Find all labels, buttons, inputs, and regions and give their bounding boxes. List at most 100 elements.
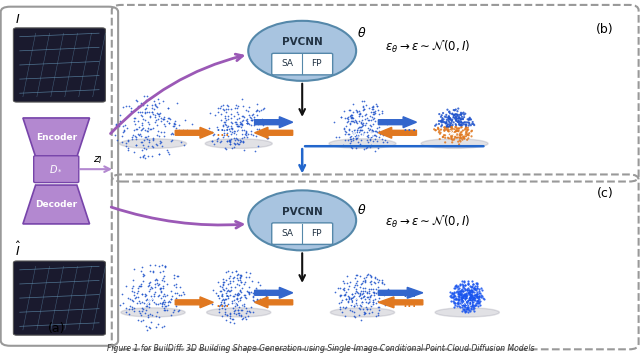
Point <box>442 117 452 122</box>
Point <box>261 132 271 137</box>
Point <box>372 138 383 143</box>
Point <box>365 135 376 140</box>
Point <box>152 301 163 307</box>
Point <box>461 294 471 299</box>
Point <box>150 278 160 283</box>
Point <box>360 122 370 127</box>
Point <box>251 134 261 139</box>
Point <box>232 105 242 110</box>
Point <box>353 125 363 131</box>
Point <box>232 290 243 296</box>
Point <box>225 293 235 298</box>
Point <box>141 297 152 303</box>
Point <box>458 127 468 133</box>
Point <box>214 295 224 301</box>
Point <box>230 292 240 297</box>
Point <box>338 142 348 148</box>
Point <box>369 274 380 280</box>
Point <box>457 304 467 310</box>
Point <box>467 278 477 284</box>
Point <box>461 308 472 314</box>
Point <box>453 106 463 111</box>
Point <box>140 117 150 123</box>
Point <box>140 106 150 111</box>
Circle shape <box>248 190 356 250</box>
Point <box>219 279 229 285</box>
Point <box>467 121 477 127</box>
Point <box>371 287 381 292</box>
Point <box>257 130 268 136</box>
Point <box>337 309 347 315</box>
Point <box>463 291 474 297</box>
Point <box>454 288 464 294</box>
Point <box>469 285 479 291</box>
Point <box>260 293 271 299</box>
Point <box>141 293 151 298</box>
Point <box>372 290 383 295</box>
Point <box>118 104 129 109</box>
Point <box>374 307 385 313</box>
FancyArrow shape <box>378 287 423 298</box>
Point <box>136 318 146 324</box>
Point <box>467 128 477 134</box>
Point <box>344 107 354 113</box>
Point <box>162 307 172 313</box>
Point <box>225 288 235 294</box>
Point <box>448 299 458 304</box>
Point <box>370 110 380 116</box>
Point <box>176 140 186 145</box>
Point <box>241 117 251 123</box>
Point <box>233 308 243 313</box>
Point <box>374 277 385 283</box>
Ellipse shape <box>435 308 499 317</box>
Text: Figure 1 for BuilDiff: 3D Building Shape Generation using Single-Image Condition: Figure 1 for BuilDiff: 3D Building Shape… <box>108 344 535 353</box>
Point <box>215 105 225 111</box>
Point <box>362 272 372 278</box>
Point <box>242 118 252 124</box>
Point <box>351 145 362 151</box>
Point <box>448 294 458 300</box>
Point <box>452 283 463 289</box>
Point <box>234 115 244 120</box>
Point <box>136 134 146 139</box>
FancyArrowPatch shape <box>111 54 243 134</box>
Point <box>347 291 357 297</box>
Point <box>235 273 245 278</box>
Point <box>225 139 235 145</box>
Point <box>468 307 478 312</box>
Point <box>156 118 166 124</box>
Point <box>365 274 376 279</box>
Point <box>240 292 250 298</box>
Point <box>453 119 463 124</box>
Text: $\hat{I}$: $\hat{I}$ <box>15 241 21 259</box>
Point <box>339 125 349 131</box>
Point <box>169 282 179 288</box>
Point <box>358 103 368 109</box>
Point <box>369 136 380 142</box>
Point <box>376 281 387 286</box>
Point <box>179 291 189 297</box>
Point <box>214 303 225 309</box>
Point <box>149 291 159 297</box>
Point <box>153 116 163 122</box>
Point <box>147 109 157 115</box>
Point <box>460 295 470 301</box>
Point <box>166 138 176 144</box>
Point <box>229 297 239 303</box>
Point <box>156 262 166 268</box>
Point <box>445 115 455 121</box>
Point <box>438 119 448 125</box>
Point <box>259 299 269 305</box>
Point <box>119 128 129 134</box>
Point <box>357 292 367 297</box>
Point <box>379 281 389 286</box>
Point <box>368 287 378 292</box>
Point <box>476 292 486 298</box>
Point <box>452 296 463 302</box>
Point <box>449 304 460 310</box>
Point <box>223 275 234 281</box>
Point <box>143 127 154 133</box>
Point <box>463 299 474 305</box>
Point <box>456 122 466 128</box>
Point <box>356 303 366 309</box>
